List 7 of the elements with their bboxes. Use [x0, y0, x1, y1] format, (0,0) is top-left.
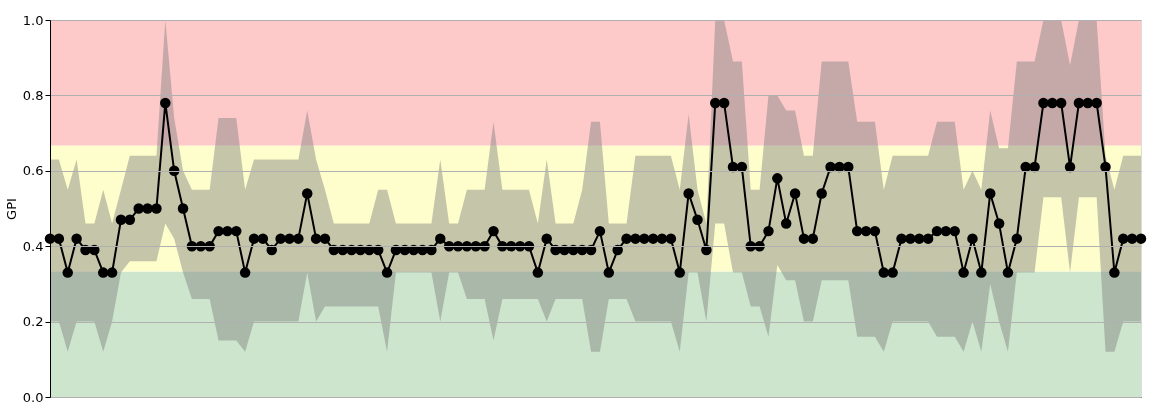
y-tick-label: 0.6 — [22, 163, 44, 179]
y-axis-title: GPI — [3, 198, 19, 220]
y-tick-label: 0.4 — [22, 238, 44, 254]
y-tick-label: 0.0 — [22, 389, 44, 405]
y-tick-label: 0.2 — [22, 314, 44, 330]
y-tick-label: 0.8 — [22, 87, 44, 103]
y-tick-label: 1.0 — [22, 12, 44, 28]
